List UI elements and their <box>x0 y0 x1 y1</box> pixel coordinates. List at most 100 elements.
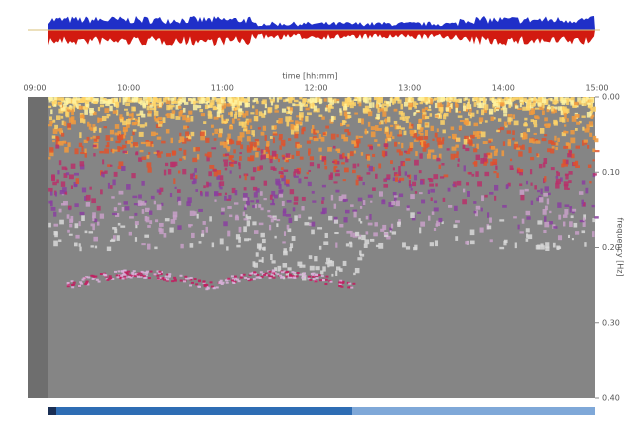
spectrogram-cell <box>172 150 176 155</box>
spectrogram-cell <box>49 147 53 152</box>
spectrogram-cell <box>118 166 122 169</box>
spectrogram-cell <box>315 97 318 103</box>
spectrogram-cell <box>124 274 127 276</box>
spectrogram-cell <box>94 102 97 104</box>
spectrogram-cell <box>545 247 549 251</box>
spectrogram-cell <box>69 208 71 211</box>
spectrogram-cell <box>432 139 434 141</box>
spectrogram-cell <box>87 276 90 278</box>
spectrogram-cell <box>144 235 149 238</box>
spectrogram-cell <box>452 184 455 186</box>
spectrogram-cell <box>227 278 230 280</box>
spectrogram-cell <box>575 128 578 131</box>
spectrogram-cell <box>466 182 469 185</box>
spectrogram-cell <box>157 277 160 279</box>
spectrogram-cell <box>93 145 97 148</box>
spectrogram-cell <box>398 166 401 172</box>
spectrogram-cell <box>171 162 175 167</box>
spectrogram-cell <box>260 233 264 238</box>
spectrogram-cell <box>214 132 218 134</box>
spectrogram-cell <box>359 103 362 106</box>
spectrogram-cell <box>76 178 79 184</box>
spectrogram-cell <box>573 162 577 166</box>
spectrogram-cell <box>574 223 578 228</box>
spectrogram-cell <box>119 191 124 195</box>
spectrogram-cell <box>520 133 523 137</box>
spectrogram-cell <box>526 216 530 219</box>
spectrogram-cell <box>154 106 156 112</box>
spectrogram-cell <box>419 192 423 194</box>
spectrogram-cell <box>110 130 114 135</box>
spectrogram-cell <box>564 124 566 126</box>
spectrogram-cell <box>276 105 279 108</box>
spectrogram-cell <box>558 215 561 220</box>
spectrogram-cell <box>390 160 393 164</box>
spectrogram-cell <box>168 169 171 175</box>
spectrogram-cell <box>73 282 76 284</box>
spectrogram-cell <box>495 149 498 153</box>
spectrogram-cell <box>551 167 555 170</box>
spectrogram-cell <box>374 222 377 226</box>
spectrogram-cell <box>401 143 403 148</box>
spectrogram-cell <box>346 124 349 126</box>
spectrogram-cell <box>434 201 437 204</box>
spectrogram-cell <box>76 97 80 100</box>
spectrogram-cell <box>354 99 358 101</box>
spectrogram-cell <box>369 102 372 108</box>
spectrogram-cell <box>145 122 147 126</box>
spectrogram-cell <box>356 139 361 144</box>
spectrogram-cell <box>79 106 83 110</box>
spectrogram-cell <box>281 271 284 273</box>
spectrogram-cell <box>230 139 233 142</box>
spectrogram-cell <box>222 282 225 284</box>
spectrogram-cell <box>540 189 542 195</box>
spectrogram-cell <box>593 107 596 112</box>
spectrogram-cell <box>483 141 488 144</box>
spectrogram-cell <box>261 154 266 159</box>
spectrogram-cell <box>225 193 227 195</box>
spectrogram-cell <box>355 268 360 273</box>
spectrogram-cell <box>83 119 85 123</box>
spectrogram-cell <box>129 232 132 236</box>
spectrogram-cell <box>266 154 269 158</box>
spectrogram-cell <box>256 200 259 203</box>
spectrogram-cell <box>336 99 339 101</box>
spectrogram-cell <box>74 148 78 154</box>
spectrogram-cell <box>304 177 308 179</box>
spectrogram-cell <box>279 189 283 192</box>
spectrogram-cell <box>557 138 560 142</box>
spectrogram-cell <box>235 215 238 219</box>
spectrogram-cell <box>331 195 333 201</box>
spectrogram-cell <box>87 137 90 141</box>
spectrogram-cell <box>273 277 276 279</box>
spectrogram-cell <box>63 201 68 205</box>
spectrogram-cell <box>97 117 99 123</box>
spectrogram-cell <box>392 231 396 234</box>
spectrogram-cell <box>292 236 296 241</box>
spectrogram-cell <box>496 130 500 132</box>
spectrogram-cell <box>183 125 187 129</box>
spectrogram-cell <box>437 137 442 141</box>
spectrogram-cell <box>417 98 421 101</box>
spectrogram-cell <box>508 114 513 117</box>
spectrogram-cell <box>282 109 286 113</box>
spectrogram-cell <box>428 216 430 221</box>
spectrogram-cell <box>328 107 331 113</box>
spectrogram-cell <box>205 97 209 101</box>
spectrogram-cell <box>473 201 476 204</box>
spectrogram-cell <box>390 125 393 127</box>
spectrogram-cell <box>382 225 386 230</box>
spectrogram-cell <box>59 160 61 165</box>
x-tick-label: 12:00 <box>304 84 327 93</box>
spectrogram-cell <box>60 98 65 100</box>
spectrogram-cell <box>110 165 113 167</box>
spectrogram-cell <box>253 278 256 280</box>
spectrogram-cell <box>342 153 344 158</box>
spectrogram-cell <box>96 279 99 281</box>
spectrogram-cell <box>299 265 302 268</box>
spectrogram-cell <box>319 99 322 105</box>
spectrogram-cell <box>91 198 96 203</box>
spectrogram-cell <box>549 211 551 213</box>
spectrogram-cell <box>278 121 281 124</box>
spectrogram-cell <box>359 136 363 138</box>
